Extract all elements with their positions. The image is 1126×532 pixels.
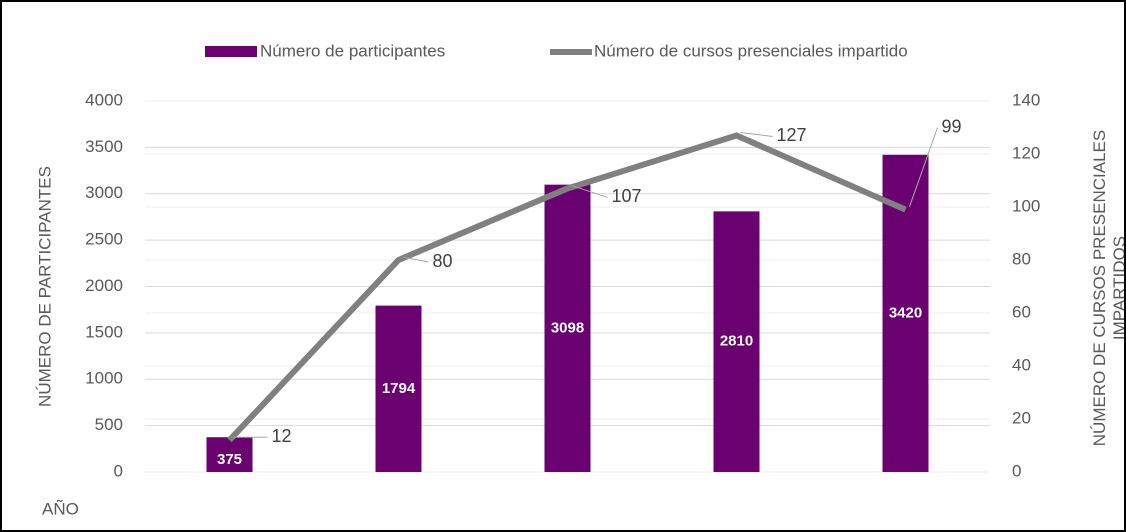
y2-tick-label: 60 bbox=[1012, 302, 1031, 321]
line-value-label: 127 bbox=[777, 125, 807, 145]
leader-line bbox=[571, 184, 608, 198]
y-tick-label: 2000 bbox=[85, 276, 123, 295]
y-tick-label: 1500 bbox=[85, 322, 123, 341]
y-tick-label: 0 bbox=[114, 461, 123, 480]
y2-tick-label: 80 bbox=[1012, 249, 1031, 268]
leader-line bbox=[402, 256, 429, 263]
line-value-label: 12 bbox=[272, 426, 292, 446]
bar bbox=[713, 211, 760, 472]
leader-line bbox=[909, 127, 938, 207]
y2-tick-label: 140 bbox=[1012, 90, 1040, 109]
bar-value-label: 375 bbox=[217, 451, 242, 468]
x-axis-label: AÑO bbox=[42, 499, 79, 518]
y2-tick-label: 20 bbox=[1012, 408, 1031, 427]
y-tick-label: 500 bbox=[95, 415, 123, 434]
bar-value-label: 2810 bbox=[720, 333, 753, 350]
y2-tick-label: 0 bbox=[1012, 461, 1021, 480]
y2-tick-label: 100 bbox=[1012, 196, 1040, 215]
y2-tick-label: 40 bbox=[1012, 355, 1031, 374]
y-axis-label: NÚMERO DE PARTICIPANTES bbox=[35, 166, 54, 407]
y-tick-label: 3500 bbox=[85, 137, 123, 156]
bar bbox=[375, 305, 422, 472]
legend-swatch bbox=[205, 46, 257, 57]
bar bbox=[544, 184, 591, 472]
bar bbox=[206, 437, 253, 472]
leader-line bbox=[740, 131, 773, 137]
y2-tick-label: 120 bbox=[1012, 143, 1040, 162]
y2-axis-label: NÚMERO DE CURSOS PRESENCIALES IMPARTIDOS bbox=[1090, 129, 1126, 447]
y-tick-label: 4000 bbox=[85, 90, 123, 109]
line bbox=[227, 132, 907, 443]
line-value-label: 80 bbox=[433, 251, 453, 271]
y-tick-label: 1000 bbox=[85, 369, 123, 388]
line-value-label: 107 bbox=[612, 186, 642, 206]
legend-label: Número de participantes bbox=[260, 41, 445, 60]
legend-label: Número de cursos presenciales impartido bbox=[594, 41, 908, 60]
line-value-label: 99 bbox=[942, 116, 962, 136]
bar-value-label: 3098 bbox=[551, 319, 584, 336]
bar-value-label: 3420 bbox=[889, 304, 922, 321]
y-tick-label: 2500 bbox=[85, 230, 123, 249]
bar-value-label: 1794 bbox=[382, 380, 416, 397]
y-tick-label: 3000 bbox=[85, 183, 123, 202]
